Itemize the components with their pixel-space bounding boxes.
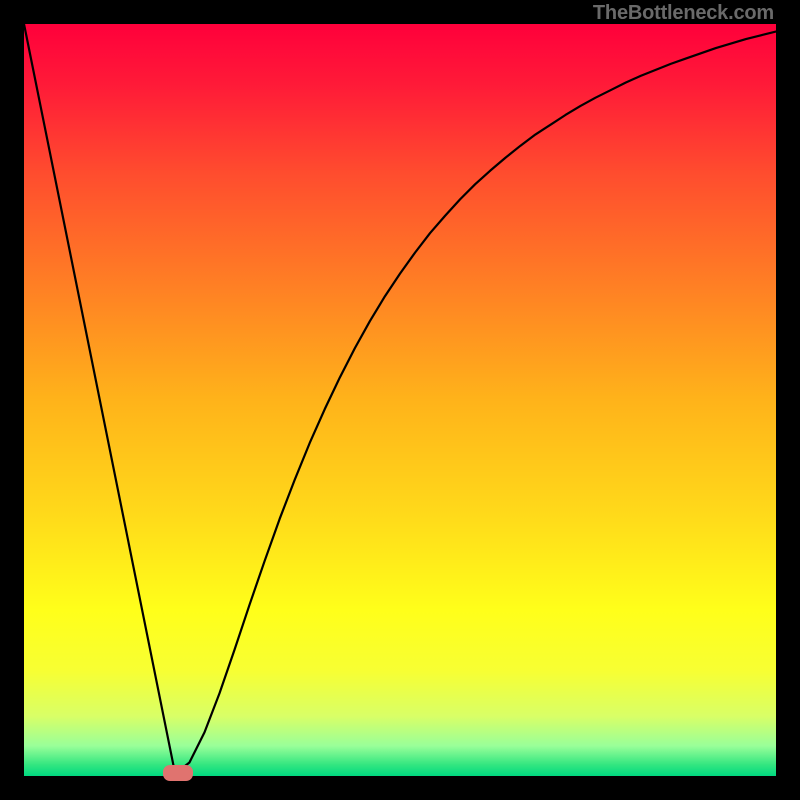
curve-minimum-marker xyxy=(163,765,193,781)
watermark-label: TheBottleneck.com xyxy=(593,2,774,25)
chart-border-right xyxy=(776,0,800,800)
chart-border-bottom xyxy=(0,776,800,800)
chart-border-left xyxy=(0,0,24,800)
bottleneck-curve xyxy=(24,24,776,776)
chart-container: TheBottleneck.com xyxy=(0,0,800,800)
